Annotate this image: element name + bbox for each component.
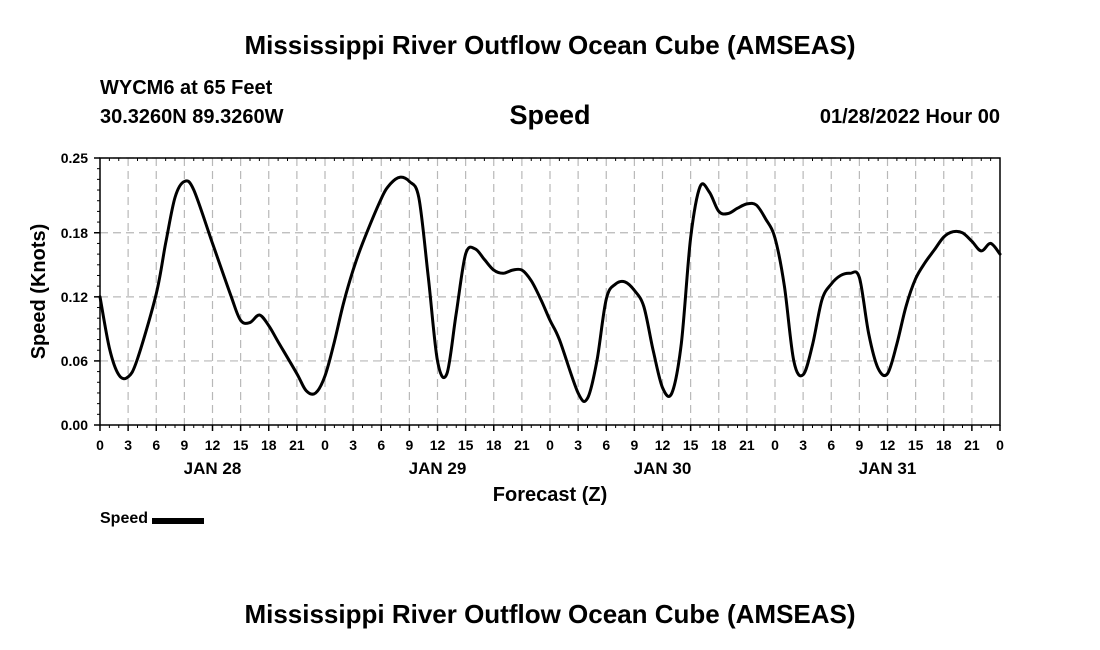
footer-title: Mississippi River Outflow Ocean Cube (AM… bbox=[244, 599, 856, 629]
x-tick-label: 6 bbox=[377, 437, 385, 453]
x-tick-labels: 0 3 6 9 12 15 18 21 0 3 6 9 12 15 18 21 0 3 6 9 12 15 18 21 0 3 6 9… bbox=[96, 437, 1004, 453]
x-tick-label: 18 bbox=[936, 437, 952, 453]
y-tick-label: 0.12 bbox=[61, 289, 88, 305]
y-tick-labels: 0.00 0.06 0.12 0.18 0.25 bbox=[61, 150, 88, 433]
legend: Speed bbox=[100, 510, 205, 528]
x-tick-label: 12 bbox=[655, 437, 671, 453]
x-tick-label: 9 bbox=[180, 437, 188, 453]
station-label: WYCM6 at 65 Feet bbox=[100, 77, 273, 99]
x-tick-label: 9 bbox=[405, 437, 413, 453]
x-tick-label: 12 bbox=[880, 437, 896, 453]
x-tick-label: 21 bbox=[289, 437, 305, 453]
x-tick-label: 0 bbox=[996, 437, 1004, 453]
x-tick-label: 0 bbox=[546, 437, 554, 453]
legend-label: Speed bbox=[100, 510, 149, 527]
x-tick-label: 0 bbox=[321, 437, 329, 453]
series-speed-line bbox=[98, 175, 1002, 404]
x-tick-label: 9 bbox=[630, 437, 638, 453]
x-tick-label: 0 bbox=[771, 437, 779, 453]
x-tick-label: 9 bbox=[855, 437, 863, 453]
y-tick-label: 0.18 bbox=[61, 225, 88, 241]
x-axis-label: Forecast (Z) bbox=[493, 484, 607, 506]
x-tick-label: 18 bbox=[711, 437, 727, 453]
variable-label: Speed bbox=[509, 100, 591, 130]
day-label: JAN 31 bbox=[859, 459, 917, 478]
x-tick-label: 15 bbox=[233, 437, 249, 453]
day-label: JAN 28 bbox=[184, 459, 242, 478]
x-tick-label: 6 bbox=[602, 437, 610, 453]
y-tick-label: 0.06 bbox=[61, 353, 88, 369]
x-tick-label: 3 bbox=[574, 437, 582, 453]
x-tick-label: 0 bbox=[96, 437, 104, 453]
x-tick-label: 6 bbox=[152, 437, 160, 453]
x-tick-label: 15 bbox=[458, 437, 474, 453]
day-labels: JAN 28 JAN 29 JAN 30 JAN 31 bbox=[184, 459, 917, 478]
y-axis-label: Speed (Knots) bbox=[28, 224, 50, 360]
grid-lines bbox=[100, 157, 1000, 425]
chart-title: Mississippi River Outflow Ocean Cube (AM… bbox=[244, 30, 856, 60]
x-tick-label: 18 bbox=[261, 437, 277, 453]
axis-ticks bbox=[94, 157, 1001, 431]
legend-swatch bbox=[152, 517, 205, 524]
x-tick-label: 21 bbox=[514, 437, 530, 453]
coordinates-label: 30.3260N 89.3260W bbox=[100, 106, 284, 128]
y-tick-label: 0.00 bbox=[61, 417, 88, 433]
x-tick-label: 6 bbox=[827, 437, 835, 453]
y-tick-label: 0.25 bbox=[61, 150, 88, 166]
x-tick-label: 21 bbox=[739, 437, 755, 453]
datetime-label: 01/28/2022 Hour 00 bbox=[819, 106, 1000, 128]
x-tick-label: 15 bbox=[908, 437, 924, 453]
x-tick-label: 12 bbox=[205, 437, 221, 453]
x-tick-label: 18 bbox=[486, 437, 502, 453]
x-tick-label: 15 bbox=[683, 437, 699, 453]
x-tick-label: 12 bbox=[430, 437, 446, 453]
x-tick-label: 21 bbox=[964, 437, 980, 453]
day-label: JAN 29 bbox=[409, 459, 467, 478]
day-label: JAN 30 bbox=[634, 459, 692, 478]
x-tick-label: 3 bbox=[799, 437, 807, 453]
x-tick-label: 3 bbox=[124, 437, 132, 453]
x-tick-label: 3 bbox=[349, 437, 357, 453]
